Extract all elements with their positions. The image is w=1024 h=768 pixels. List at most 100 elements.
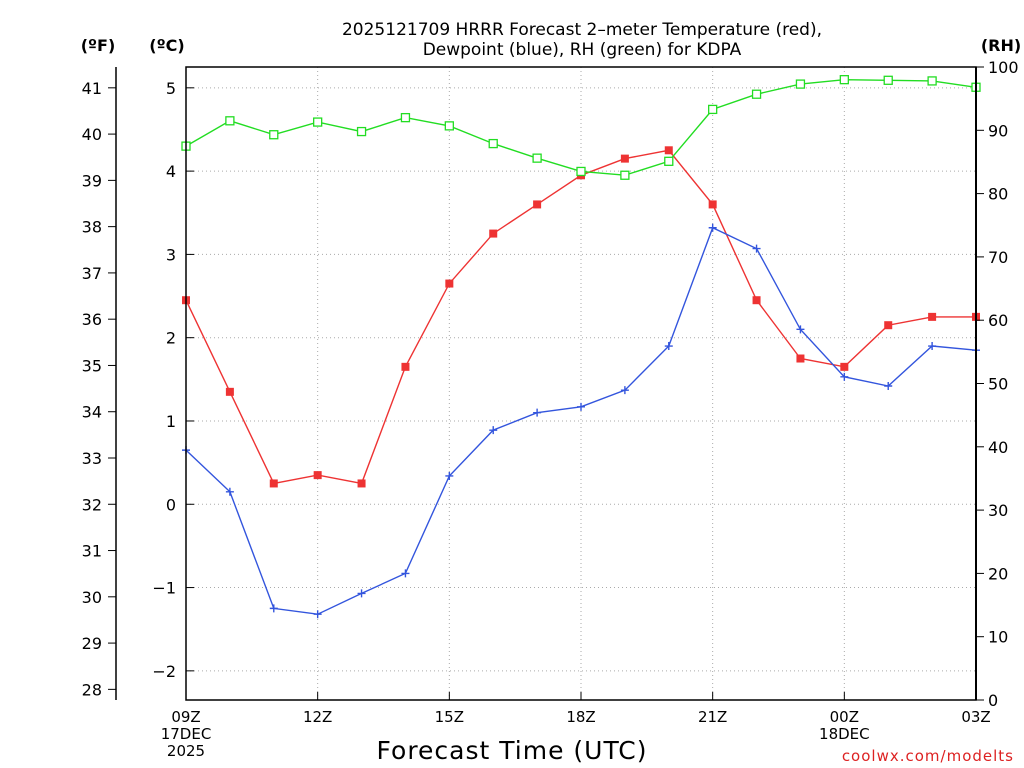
- fahrenheit-tick-label: 33: [82, 449, 102, 468]
- dewpoint-point: [708, 223, 717, 232]
- rh-tick-label: 60: [988, 311, 1008, 330]
- grid-lines: [186, 67, 976, 700]
- dewpoint-point: [357, 589, 366, 598]
- fahrenheit-tick-label: 28: [82, 680, 102, 699]
- fahrenheit-tick-label: 41: [82, 79, 102, 98]
- dewpoint-point: [884, 381, 893, 390]
- temperature-point: [840, 362, 849, 371]
- celsius-tick-label: 4: [166, 162, 176, 181]
- x-tick-label: 18DEC: [819, 725, 870, 743]
- fahrenheit-tick-label: 36: [82, 310, 102, 329]
- temperature-point: [533, 200, 542, 209]
- dewpoint-point: [620, 386, 629, 395]
- rh-point: [751, 89, 762, 99]
- celsius-tick-label: 0: [166, 495, 176, 514]
- x-tick-label: 12Z: [303, 708, 332, 726]
- chart-title-line1: 2025121709 HRRR Forecast 2–meter Tempera…: [342, 20, 822, 40]
- rh-point: [356, 126, 367, 137]
- rh-point: [576, 166, 586, 177]
- dewpoint-point: [796, 325, 805, 334]
- x-tick-label: 00Z: [830, 708, 859, 726]
- fahrenheit-tick-label: 34: [82, 403, 102, 422]
- temperature-point: [357, 479, 366, 488]
- rh-point: [883, 75, 893, 85]
- temperature-series-line: [185, 149, 976, 485]
- chart-title-line2: Dewpoint (blue), RH (green) for KDPA: [423, 40, 742, 60]
- fahrenheit-tick-label: 39: [82, 171, 102, 190]
- temperature-point: [313, 471, 322, 480]
- rh-point: [839, 75, 849, 85]
- x-tick-label: 03Z: [961, 708, 990, 726]
- rh-point: [532, 153, 542, 163]
- credit-text: coolwx.com/modelts: [842, 747, 1014, 765]
- temperature-point: [489, 229, 498, 238]
- x-tick-label: 09Z: [171, 708, 200, 726]
- x-tick-label: 2025: [167, 742, 205, 760]
- fahrenheit-tick-label: 30: [82, 588, 102, 607]
- celsius-tick-label: 5: [166, 79, 176, 98]
- dewpoint-point: [664, 342, 673, 351]
- celsius-tick-label: −1: [152, 579, 176, 598]
- dewpoint-point: [225, 487, 234, 496]
- dewpoint-point: [928, 342, 937, 351]
- celsius-unit-label: (ºC): [149, 36, 184, 55]
- temperature-point: [664, 146, 673, 155]
- temperature-point: [796, 354, 805, 363]
- dewpoint-point: [313, 610, 322, 619]
- fahrenheit-tick-label: 38: [82, 218, 102, 237]
- rh-point: [927, 76, 937, 86]
- rh-point: [488, 138, 498, 149]
- temperature-point: [752, 296, 761, 305]
- dewpoint-point: [840, 372, 849, 381]
- temperature-point: [269, 479, 278, 488]
- dewpoint-point: [752, 244, 761, 253]
- fahrenheit-tick-label: 40: [82, 125, 102, 144]
- x-tick-label: 18Z: [566, 708, 595, 726]
- x-axis-label: Forecast Time (UTC): [377, 736, 648, 765]
- celsius-tick-label: 1: [166, 412, 176, 431]
- temperature-point: [445, 279, 454, 288]
- temperature-point: [225, 387, 234, 396]
- rh-tick-label: 100: [988, 58, 1019, 77]
- rh-tick-label: 10: [988, 628, 1008, 647]
- rh-tick-label: 20: [988, 564, 1008, 583]
- rh-point: [664, 156, 674, 166]
- rh-point: [708, 104, 718, 115]
- fahrenheit-unit-label: (ºF): [81, 36, 116, 55]
- dewpoint-point: [445, 471, 454, 480]
- series-layer: [181, 75, 981, 619]
- rh-point: [620, 170, 630, 180]
- x-tick-label: 21Z: [698, 708, 727, 726]
- rh-tick-label: 90: [988, 121, 1008, 140]
- temperature-point: [401, 362, 410, 371]
- x-tick-label: 17DEC: [161, 725, 212, 743]
- dewpoint-point: [401, 569, 410, 578]
- fahrenheit-tick-label: 31: [82, 542, 102, 561]
- rh-tick-label: 50: [988, 375, 1008, 394]
- dewpoint-point: [489, 426, 498, 435]
- rh-point: [444, 121, 454, 131]
- fahrenheit-tick-label: 32: [82, 495, 102, 514]
- x-tick-label: 15Z: [435, 708, 464, 726]
- rh-tick-label: 80: [988, 185, 1008, 204]
- dewpoint-point: [269, 604, 278, 613]
- rh-point: [795, 79, 806, 89]
- dewpoint-point: [577, 402, 585, 411]
- celsius-tick-label: −2: [152, 662, 176, 681]
- dewpoint-series-line: [185, 226, 977, 615]
- rh-tick-label: 70: [988, 248, 1008, 267]
- rh-point: [400, 112, 411, 123]
- fahrenheit-tick-label: 37: [82, 264, 102, 283]
- rh-tick-label: 40: [988, 438, 1008, 457]
- rh-point: [313, 117, 323, 127]
- temperature-point: [884, 321, 893, 330]
- rh-unit-label: (RH): [981, 36, 1021, 55]
- rh-tick-label: 0: [988, 691, 998, 710]
- rh-point: [225, 116, 235, 126]
- rh-tick-label: 30: [988, 501, 1008, 520]
- celsius-tick-label: 3: [166, 245, 176, 264]
- temperature-point: [708, 200, 717, 209]
- fahrenheit-tick-label: 29: [82, 634, 102, 653]
